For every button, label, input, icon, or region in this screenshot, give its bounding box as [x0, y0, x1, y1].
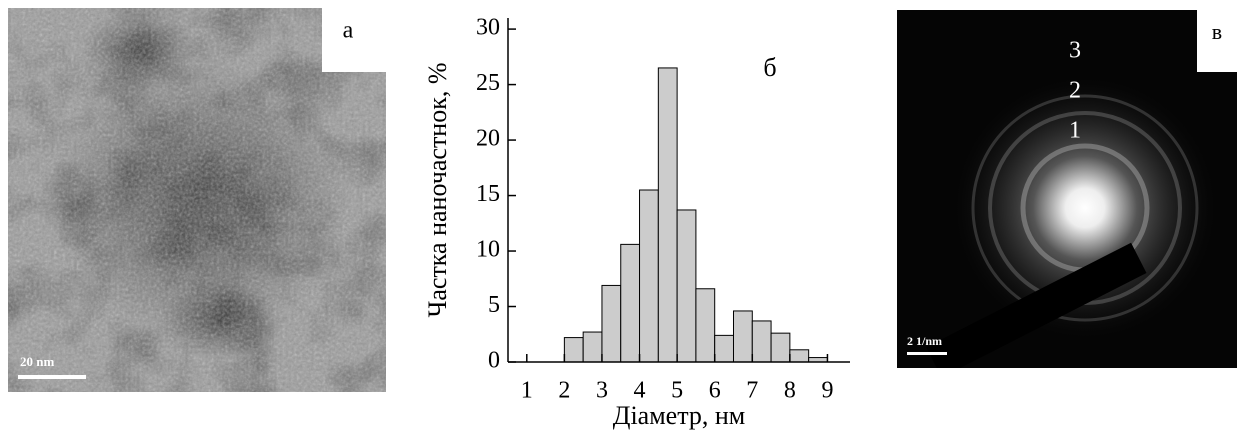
x-tick-label: 5	[671, 378, 683, 404]
x-axis-label: Діаметр, нм	[613, 401, 746, 430]
x-tick-label: 8	[784, 378, 796, 404]
scale-bar-label: 20 nm	[20, 354, 54, 369]
panel-label: б	[763, 53, 776, 82]
panel-label: в	[1212, 19, 1222, 44]
y-tick-label: 20	[476, 126, 500, 152]
bar	[601, 284, 622, 363]
beam-stopper	[926, 242, 1147, 368]
x-tick-label: 1	[521, 378, 533, 404]
bar	[657, 67, 678, 363]
bar	[676, 209, 697, 363]
scale-bar	[907, 352, 947, 355]
x-tick-label: 6	[709, 378, 721, 404]
scale-bar-label: 2 1/nm	[907, 334, 942, 348]
y-tick-label: 5	[488, 292, 500, 318]
bar	[582, 331, 603, 363]
y-tick-label: 0	[488, 348, 500, 374]
panel-c: в 3 2 1 2 1/nm	[897, 10, 1237, 368]
diffraction-glow	[955, 78, 1215, 338]
label-box	[1197, 10, 1237, 72]
x-tick-label: 3	[596, 378, 608, 404]
panel-a: а 20 nm	[8, 8, 386, 392]
x-tick-label: 4	[634, 378, 646, 404]
y-tick-label: 15	[476, 181, 500, 207]
y-tick-label: 25	[476, 70, 500, 96]
y-tick-label: 10	[476, 237, 500, 263]
scale-bar	[18, 375, 86, 379]
diffraction-ring	[971, 94, 1199, 322]
x-tick-label: 2	[558, 378, 570, 404]
bar	[732, 310, 753, 363]
bar	[563, 337, 584, 363]
label-box	[322, 8, 386, 72]
panel-label: а	[343, 18, 354, 44]
bar	[789, 349, 810, 363]
bar	[751, 320, 772, 363]
bar	[695, 288, 716, 363]
y-axis-label: Частка наночастнок, %	[423, 62, 452, 317]
bar	[639, 189, 659, 363]
y-tick-label: 30	[476, 15, 500, 41]
ring-label: 3	[1069, 38, 1081, 64]
x-tick-label: 7	[746, 378, 758, 404]
ring-label: 1	[1069, 118, 1081, 144]
bar	[714, 334, 734, 363]
ring-label: 2	[1069, 78, 1081, 104]
bar	[770, 332, 791, 363]
x-tick-label: 9	[821, 378, 833, 404]
bar	[620, 243, 641, 363]
